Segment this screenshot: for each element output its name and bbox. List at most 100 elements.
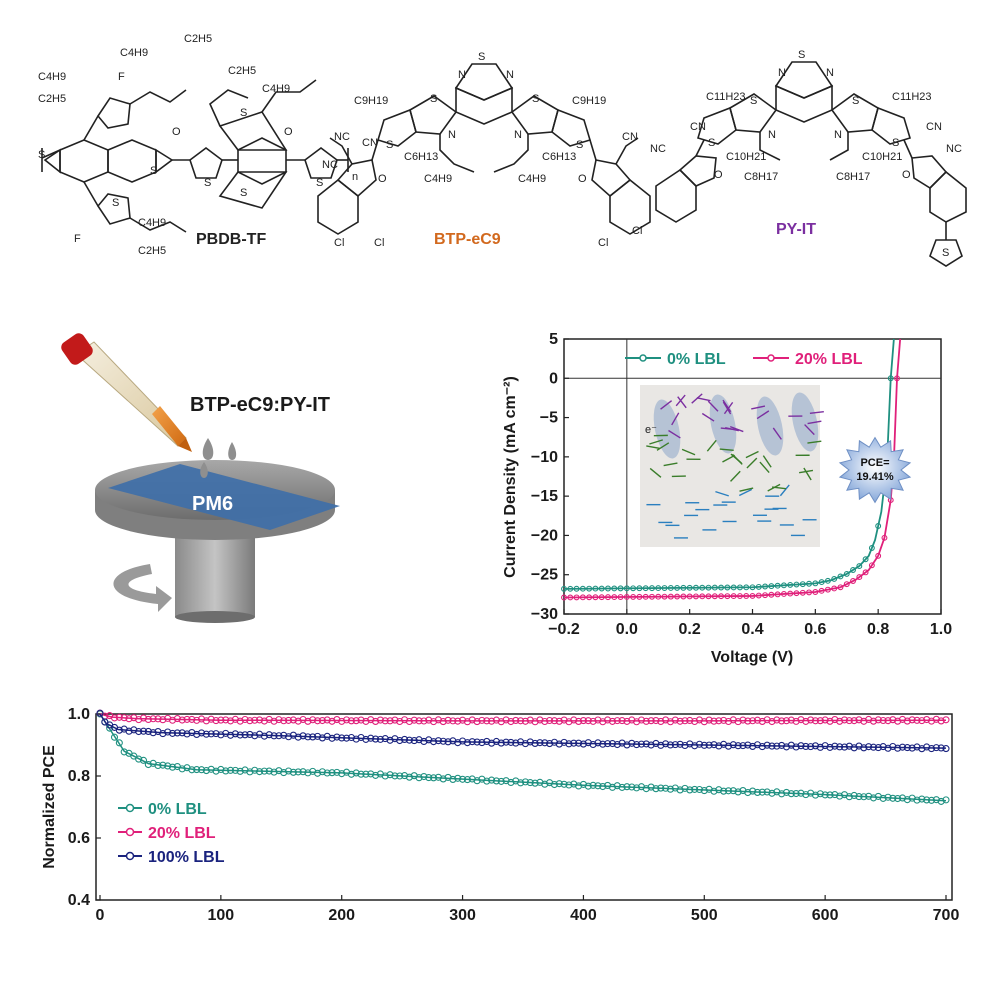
stability-data-point — [729, 716, 737, 724]
stability-data-point — [488, 739, 496, 747]
stability-data-point — [168, 729, 177, 737]
stability-data-point — [434, 737, 442, 745]
stability-data-point — [642, 740, 650, 748]
stability-data-point — [115, 739, 123, 747]
x-tick-label: 100 — [208, 907, 235, 924]
stability-data-point — [608, 739, 616, 748]
stability-data-point — [405, 717, 413, 726]
stability-data-point — [734, 718, 742, 726]
jv-data-point — [674, 584, 681, 591]
jv-data-point — [868, 562, 875, 569]
stability-data-point — [488, 776, 496, 784]
stability-data-point — [454, 774, 462, 782]
group-label: C8H17 — [744, 171, 778, 183]
stability-data-point — [381, 735, 389, 743]
stability-data-point — [502, 716, 510, 724]
stability-data-point — [686, 786, 694, 794]
jv-data-point — [611, 585, 618, 592]
group-label: NC — [946, 143, 962, 155]
stability-data-point — [628, 716, 636, 724]
stability-data-point — [173, 729, 181, 737]
stability-data-point — [647, 741, 655, 749]
jv-data-point — [824, 577, 831, 584]
stability-data-point — [425, 736, 433, 744]
stability-data-point — [942, 745, 950, 753]
stability-data-point — [792, 789, 800, 798]
stability-data-point — [96, 709, 104, 717]
molecule-name-btp-ec9: BTP-eC9 — [434, 231, 501, 248]
jv-data-point — [567, 594, 574, 601]
molecule-stroke — [696, 397, 711, 402]
stability-data-point — [778, 741, 786, 749]
pipette-icon — [61, 333, 192, 452]
jv-data-point — [768, 591, 775, 598]
jv-data-point — [724, 584, 731, 591]
group-label: C6H13 — [404, 151, 438, 163]
stability-data-point — [642, 785, 650, 793]
stability-data-point — [401, 735, 409, 743]
stability-data-point — [401, 772, 409, 780]
stability-data-point — [739, 742, 747, 750]
stability-data-point — [889, 742, 897, 751]
jv-data-point — [636, 593, 643, 600]
stability-data-point — [294, 733, 302, 741]
stability-data-point — [164, 728, 172, 736]
stability-data-point — [565, 718, 573, 726]
y-tick-label: −25 — [531, 567, 558, 584]
group-label: S — [240, 187, 247, 199]
stability-data-point — [236, 717, 244, 725]
stability-data-point — [188, 766, 196, 774]
stability-data-point — [430, 738, 438, 746]
stability-data-point — [550, 780, 558, 789]
stability-data-point — [488, 717, 496, 725]
stability-data-point — [860, 717, 868, 725]
stability-data-point — [110, 714, 119, 722]
stability-data-point — [459, 716, 467, 724]
jv-data-point — [573, 585, 580, 592]
stability-data-point — [135, 755, 143, 763]
stability-data-point — [749, 717, 757, 725]
group-label: N — [458, 69, 466, 81]
molecule-stroke — [807, 420, 822, 425]
stability-data-point — [202, 730, 210, 738]
legend-marker — [125, 827, 135, 837]
stability-data-point — [874, 716, 882, 724]
y-tick-label: 0.6 — [68, 830, 90, 847]
stability-data-point — [391, 716, 399, 724]
stability-data-point — [473, 738, 481, 746]
stability-data-point — [802, 742, 810, 751]
stability-data-point — [792, 717, 800, 725]
stability-data-point — [502, 777, 510, 785]
stability-data-point — [903, 744, 911, 752]
stability-data-point — [778, 790, 786, 798]
stability-data-point — [879, 716, 887, 725]
stability-data-point — [889, 794, 897, 802]
jv-data-point — [736, 584, 743, 591]
jv-data-point — [837, 584, 844, 591]
stability-data-point — [768, 717, 776, 726]
stability-data-point — [188, 715, 196, 723]
stability-data-point — [662, 740, 670, 748]
stability-data-point — [889, 716, 897, 724]
jv-data-point — [686, 584, 693, 591]
stability-data-point — [284, 733, 293, 741]
stability-data-point — [720, 787, 728, 795]
stability-data-point — [357, 716, 365, 724]
stability-data-point — [676, 786, 684, 794]
stability-data-point — [589, 740, 597, 749]
x-tick-label: 0.0 — [616, 621, 638, 638]
stability-data-point — [391, 772, 399, 780]
stability-data-point — [396, 772, 404, 780]
group-label: NC — [334, 131, 350, 143]
stability-data-point — [507, 717, 515, 726]
legend-label: 0% LBL — [148, 801, 207, 818]
stability-data-point — [459, 737, 467, 745]
group-label: C2H5 — [184, 33, 212, 45]
stability-data-point — [246, 768, 254, 776]
stability-data-point — [507, 778, 515, 787]
stability-data-point — [149, 715, 157, 723]
stability-data-point — [347, 770, 355, 778]
stability-data-point — [217, 716, 225, 724]
jv-data-point — [749, 584, 756, 591]
group-label: S — [532, 93, 539, 105]
